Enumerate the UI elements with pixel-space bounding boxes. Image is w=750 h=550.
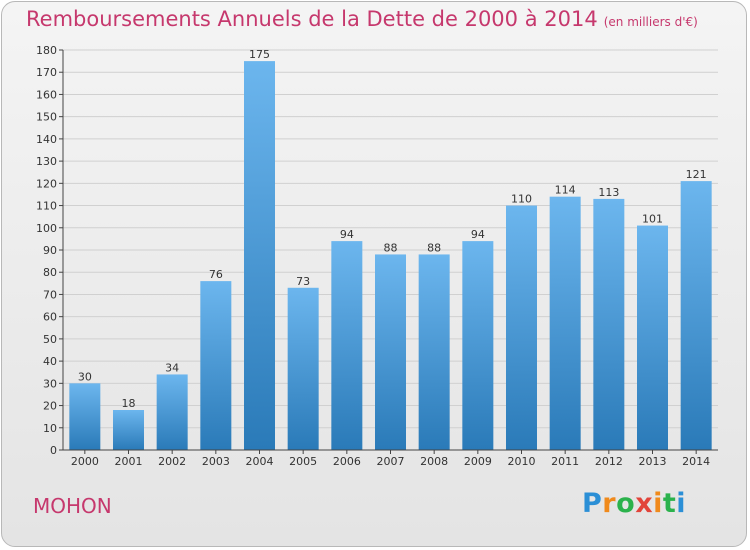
data-label-2003: 76 — [209, 268, 223, 281]
data-label-2004: 175 — [249, 48, 270, 61]
y-tick-label: 130 — [36, 155, 57, 168]
logo-letter: i — [653, 488, 663, 519]
x-tick-label: 2005 — [289, 455, 317, 468]
y-tick-label: 20 — [43, 400, 57, 413]
x-tick-label: 2012 — [595, 455, 623, 468]
x-tick-label: 2004 — [246, 455, 274, 468]
data-label-2006: 94 — [340, 228, 354, 241]
chart-title: Remboursements Annuels de la Dette de 20… — [26, 7, 598, 31]
y-tick-label: 90 — [43, 244, 57, 257]
logo-letter: P — [582, 488, 603, 519]
y-tick-label: 100 — [36, 222, 57, 235]
bar-2014 — [680, 181, 712, 450]
bar-2000 — [69, 383, 101, 450]
y-tick-label: 180 — [36, 44, 57, 57]
data-label-2008: 88 — [427, 241, 441, 254]
y-tick-label: 50 — [43, 333, 57, 346]
bar-2008 — [418, 254, 450, 450]
logo-letter: r — [602, 488, 617, 519]
bar-2011 — [549, 196, 581, 450]
data-label-2001: 18 — [122, 397, 136, 410]
data-label-2005: 73 — [296, 275, 310, 288]
logo-letter: i — [676, 488, 687, 519]
bar-2001 — [113, 410, 144, 450]
bar-2012 — [593, 198, 625, 450]
data-label-2010: 110 — [511, 193, 532, 206]
bar-2004 — [244, 61, 275, 450]
y-tick-label: 70 — [43, 288, 57, 301]
y-tick-label: 150 — [36, 111, 57, 124]
x-tick-label: 2001 — [115, 455, 143, 468]
y-tick-label: 110 — [36, 200, 57, 213]
x-tick-label: 2003 — [202, 455, 230, 468]
bar-2003 — [200, 281, 232, 450]
y-tick-label: 10 — [43, 422, 57, 435]
data-label-2011: 114 — [555, 184, 576, 197]
y-tick-label: 80 — [43, 266, 57, 279]
data-label-2000: 30 — [78, 370, 92, 383]
bar-layer — [69, 61, 712, 450]
y-tick-label: 120 — [36, 177, 57, 190]
x-tick-label: 2009 — [464, 455, 492, 468]
data-label-2013: 101 — [642, 213, 663, 226]
bar-2009 — [462, 241, 494, 450]
y-tick-label: 140 — [36, 133, 57, 146]
bar-2007 — [375, 254, 406, 450]
x-tick-label: 2007 — [377, 455, 405, 468]
data-label-2007: 88 — [384, 241, 398, 254]
data-label-2009: 94 — [471, 228, 485, 241]
bar-2010 — [506, 205, 537, 450]
x-tick-label: 2011 — [551, 455, 579, 468]
x-tick-label: 2000 — [71, 455, 99, 468]
bar-2006 — [331, 241, 363, 450]
data-label-2014: 121 — [686, 168, 707, 181]
x-tick-label: 2002 — [158, 455, 186, 468]
y-tick-label: 60 — [43, 311, 57, 324]
logo-letter: o — [616, 488, 636, 519]
y-tick-label: 160 — [36, 88, 57, 101]
commune-name: MOHON — [33, 494, 112, 518]
chart-title-block: Remboursements Annuels de la Dette de 20… — [26, 7, 698, 31]
y-tick-label: 170 — [36, 66, 57, 79]
proxiti-logo: Proxiti — [582, 488, 686, 519]
data-label-2012: 113 — [598, 186, 619, 199]
data-label-2002: 34 — [165, 361, 179, 374]
logo-letter: t — [662, 488, 677, 519]
x-tick-label: 2006 — [333, 455, 361, 468]
y-tick-label: 30 — [43, 377, 57, 390]
axis-layer: 0 10 20 30 40 50 60 70 80 90 100 110 120 130 140 150 160… — [36, 44, 718, 468]
x-tick-label: 2008 — [420, 455, 448, 468]
bar-2002 — [156, 374, 188, 450]
chart-subtitle: (en milliers d'€) — [603, 15, 698, 29]
x-tick-label: 2014 — [682, 455, 710, 468]
y-tick-label: 0 — [50, 444, 57, 457]
bar-2013 — [637, 225, 668, 450]
x-tick-label: 2013 — [639, 455, 667, 468]
bar-2005 — [287, 287, 319, 450]
x-tick-label: 2010 — [508, 455, 536, 468]
y-tick-label: 40 — [43, 355, 57, 368]
label-layer: 30 18 34 76 175 73 94 88 88 94 110 114 113 101 121 — [78, 48, 707, 410]
logo-letter: x — [635, 488, 654, 519]
